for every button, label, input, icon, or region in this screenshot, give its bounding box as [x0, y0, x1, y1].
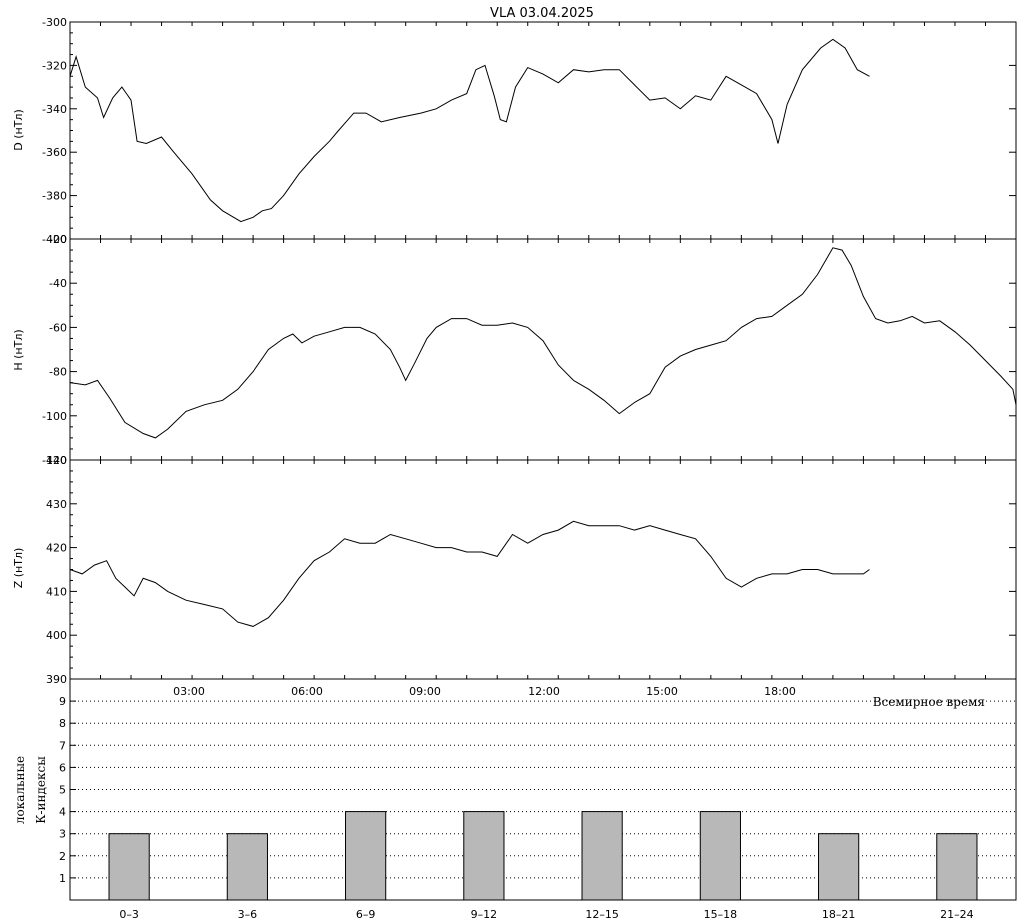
time-axis-tick-label: 12:00	[528, 685, 560, 698]
panel-z-ytick-label: 410	[46, 585, 67, 598]
k-index-xtick-label: 21–24	[940, 908, 974, 921]
time-axis: 03:00 06:00 09:00 12:00 15:00 18:00	[173, 685, 796, 698]
k-index-xtick-label: 9–12	[471, 908, 498, 921]
chart-title: VLA 03.04.2025	[490, 6, 594, 21]
panel-h-ytick-label: -20	[49, 233, 67, 246]
panel-h: -20 -40 -60 -80 -100 -120 H (нТл)	[12, 233, 1017, 467]
panel-d-ytick-label: -400	[42, 233, 67, 246]
panel-z-ytick-label: 390	[46, 673, 67, 686]
panel-z-ytick-label: 440	[46, 454, 67, 467]
time-axis-tick-label: 15:00	[646, 685, 678, 698]
panel-d-series-line	[69, 38, 870, 223]
k-index-panel: 1 2 3 4 5 6 7 8 9 0–3 3–6 6–9 9–12 12–15 15–18 18–21 21…	[13, 678, 1017, 921]
panel-d-frame	[69, 21, 1017, 240]
panel-d-ytick-label: -320	[42, 59, 67, 72]
panel-h-ytick-label: -80	[49, 366, 67, 379]
k-index-ytick-label: 8	[59, 717, 66, 730]
k-index-ytick-label: 7	[59, 739, 66, 752]
panel-d: -300 -320 -340 -360 -380 -400 D (нТл)	[12, 16, 1017, 246]
k-index-ytick-label: 4	[59, 806, 66, 819]
k-index-xtick-label: 3–6	[238, 908, 258, 921]
panel-d-ytick-label: -300	[42, 16, 67, 29]
k-index-ylabel-line2: К-индексы	[34, 756, 48, 824]
panel-z: 440 430 420 410 400 390 Z (нТл)	[12, 454, 1017, 686]
k-index-ylabel-line1: локальные	[13, 756, 27, 824]
k-index-xtick-label: 12–15	[585, 908, 619, 921]
panel-h-frame	[69, 238, 1017, 461]
time-axis-tick-label: 03:00	[173, 685, 205, 698]
k-index-ytick-label: 2	[59, 850, 66, 863]
panel-z-ytick-label: 430	[46, 498, 67, 511]
k-index-bar	[818, 833, 860, 901]
k-index-bar	[108, 833, 150, 901]
k-index-ytick-label: 5	[59, 784, 66, 797]
k-index-bar	[581, 811, 623, 901]
panel-d-ytick-label: -380	[42, 190, 67, 203]
k-index-ytick-label: 1	[59, 872, 66, 885]
k-index-xtick-label: 0–3	[119, 908, 139, 921]
time-axis-label: Всемирное время	[873, 695, 985, 709]
panel-d-ylabel: D (нТл)	[12, 109, 25, 151]
panel-z-ytick-label: 420	[46, 542, 67, 555]
panel-h-ytick-label: -120	[42, 454, 67, 467]
panel-h-ytick-label: -100	[42, 410, 67, 423]
panel-d-ytick-label: -360	[42, 146, 67, 159]
panel-z-ylabel: Z (нТл)	[12, 548, 25, 589]
time-axis-tick-label: 06:00	[291, 685, 323, 698]
time-axis-tick-label: 18:00	[764, 685, 796, 698]
k-index-bar	[936, 833, 978, 901]
panel-z-series-line	[69, 520, 870, 627]
k-index-bar	[463, 811, 505, 901]
k-index-bar	[699, 811, 741, 901]
k-index-ytick-label: 9	[59, 695, 66, 708]
k-index-bar	[345, 811, 387, 901]
k-index-ytick-label: 6	[59, 761, 66, 774]
panel-h-ytick-label: -40	[49, 277, 67, 290]
panel-z-ytick-label: 400	[46, 629, 67, 642]
panel-h-ylabel: H (нТл)	[12, 329, 25, 370]
panel-z-frame	[69, 459, 1017, 680]
k-index-xtick-label: 15–18	[704, 908, 738, 921]
time-axis-tick-label: 09:00	[409, 685, 441, 698]
panel-d-ytick-label: -340	[42, 103, 67, 116]
panel-h-series-line	[69, 247, 1017, 439]
k-index-bar	[226, 833, 268, 901]
k-index-xtick-label: 6–9	[356, 908, 376, 921]
panel-h-ytick-label: -60	[49, 321, 67, 334]
k-index-ytick-label: 3	[59, 828, 66, 841]
k-index-xtick-label: 18–21	[822, 908, 856, 921]
